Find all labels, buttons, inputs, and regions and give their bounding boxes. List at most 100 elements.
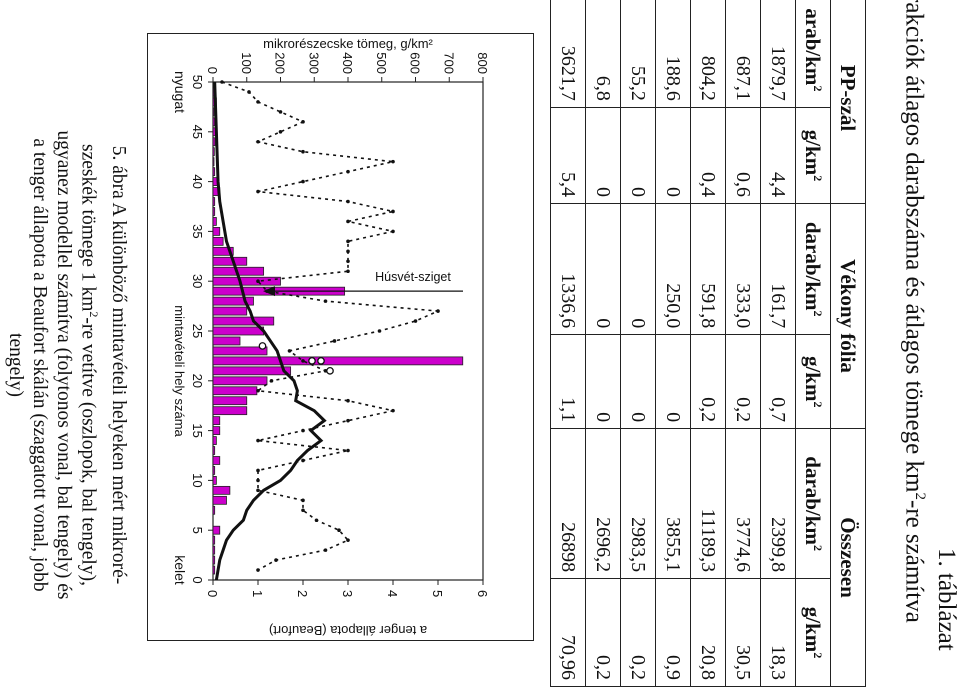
col-header-sup: 2: [811, 401, 826, 408]
table-cell: 30,5: [725, 578, 761, 687]
bar: [212, 306, 248, 316]
y-left-tick-label: 100: [239, 52, 254, 74]
bar: [212, 107, 215, 117]
bar: [212, 157, 215, 167]
table-cell: 0,4: [690, 107, 726, 204]
bar: [212, 356, 464, 366]
beaufort-point: [256, 100, 260, 104]
table-cell: 1879,7: [760, 0, 796, 108]
bar: [212, 476, 217, 485]
table-cell: 0,6: [725, 107, 761, 204]
beaufort-point: [301, 149, 305, 154]
x-tick-label: 0: [190, 576, 205, 583]
bar: [212, 346, 268, 356]
table-cell: 0: [620, 203, 656, 335]
beaufort-point: [346, 199, 350, 204]
bar: [212, 336, 241, 346]
beaufort-point: [301, 428, 305, 433]
caption-line-2: szeskék tömege 1 km2-re vetítve (oszlopo…: [76, 70, 107, 660]
beaufort-point: [337, 528, 341, 533]
table-cell: 11189,3: [690, 428, 726, 579]
table-caption-text: rakciók átlagos darabszáma és átlagos tö…: [900, 0, 928, 493]
group-pp-szal: PP-szál: [830, 0, 866, 204]
x-tick-label: 50: [190, 75, 205, 89]
bar: [212, 217, 217, 226]
table-cell: 188,6: [655, 0, 691, 108]
table-cell: 0: [620, 334, 656, 429]
table-cell: 3621,7: [550, 0, 586, 108]
table-cell: 333,0: [725, 203, 761, 335]
table-cell: 0: [585, 107, 621, 204]
x-tick-label: 10: [190, 473, 205, 487]
beaufort-point: [247, 90, 251, 94]
table-row: 188,6 0 250,0 0 3855,1 0,9: [655, 0, 691, 687]
table-cell: 6,8: [585, 0, 621, 108]
bar: [212, 316, 275, 326]
bar: [212, 545, 216, 555]
table-row: 3621,7 5,4 1336,6 1,1 26898 70,96: [550, 0, 586, 687]
col-header-count: arab/km2: [795, 0, 831, 108]
beaufort-point: [220, 80, 224, 84]
table-caption-title: 1. táblázat: [933, 548, 960, 651]
beaufort-point: [346, 169, 350, 174]
x-tick-label: 35: [190, 224, 205, 238]
bar: [212, 426, 221, 435]
beaufort-point: [323, 299, 328, 303]
beaufort-point: [301, 498, 305, 503]
x-tick-label: 30: [190, 274, 205, 288]
y-right-tick-label: 3: [340, 590, 355, 597]
y-left-tick-label: 500: [374, 52, 389, 74]
beaufort-point: [346, 538, 350, 542]
col-header-mass: g/km2: [795, 334, 831, 429]
caption-line-3: ugyanez modellel számítva (folytonos von…: [53, 130, 75, 600]
table-cell: 18,3: [760, 578, 796, 687]
bar: [212, 326, 265, 336]
table-cell: 2399,8: [760, 428, 796, 579]
table-caption-line: rakciók átlagos darabszáma és átlagos tö…: [900, 0, 928, 623]
bar: [212, 227, 221, 236]
beaufort-point: [256, 279, 260, 283]
col-header-mass: g/km2: [795, 107, 831, 204]
table-cell: 0: [655, 107, 691, 204]
bar: [212, 207, 216, 216]
beaufort-point: [301, 359, 305, 363]
beaufort-point: [256, 488, 260, 493]
bar: [212, 466, 216, 475]
beaufort-point: [346, 259, 350, 264]
table-cell: 20,8: [690, 578, 726, 687]
beaufort-point: [278, 110, 283, 114]
beaufort-point: [346, 219, 350, 224]
circle-marker: [317, 357, 325, 365]
table-row: 1879,7 4,4 161,7 0,7 2399,8 18,3: [760, 0, 796, 687]
beaufort-point: [287, 349, 292, 353]
bar: [212, 256, 248, 266]
caption-line-4: a tenger állapota a Beaufort skálán (sza…: [29, 138, 51, 592]
x-axis-label: mintavételi hely száma: [172, 305, 187, 437]
beaufort-point: [274, 558, 278, 562]
beaufort-point: [436, 309, 440, 313]
x-end-left-label: nyugat: [172, 71, 188, 113]
caption-text: -re vetítve (oszlopok, bal tengely),: [77, 317, 99, 586]
beaufort-line: [221, 81, 439, 571]
x-tick-label: 40: [190, 174, 205, 188]
col-header-sup: 2: [811, 175, 826, 182]
table-caption-tail: -re számítva: [900, 499, 928, 623]
beaufort-point: [391, 408, 395, 413]
bar: [212, 535, 216, 545]
beaufort-point: [301, 120, 305, 124]
table-group-header-row: PP-szál Vékony fólia Összesen: [830, 0, 866, 687]
y-right-tick-label: 0: [205, 590, 220, 597]
circle-marker: [258, 342, 267, 350]
bar: [212, 386, 258, 396]
col-header-sup: 2: [811, 652, 826, 659]
model-line: [213, 81, 327, 581]
x-end-right-label: kelet: [172, 555, 188, 585]
table-cell: 2696,2: [585, 428, 621, 579]
bar: [212, 376, 268, 386]
bar: [212, 366, 292, 376]
col-header-text: darab/km: [801, 221, 826, 311]
col-header-text: g/km: [801, 606, 826, 653]
col-header-sup: 2: [811, 544, 826, 551]
table-row: 687,1 0,6 333,0 0,2 3774,6 30,5: [725, 0, 761, 687]
